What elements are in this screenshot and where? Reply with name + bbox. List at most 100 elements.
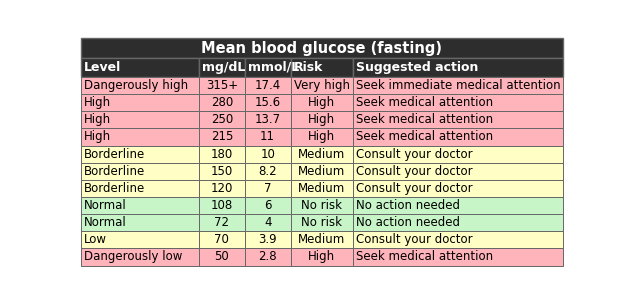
Bar [199,214,245,231]
Text: Consult your doctor: Consult your doctor [356,165,473,178]
Bar [353,180,563,197]
Text: Medium: Medium [298,182,345,195]
Bar [199,231,245,248]
Bar [245,180,291,197]
Text: 315+: 315+ [206,79,238,92]
Bar [291,58,353,77]
Text: Dangerously low: Dangerously low [84,250,182,263]
Text: Normal: Normal [84,216,127,229]
Bar [291,77,353,94]
Bar [291,248,353,265]
Bar [353,248,563,265]
Text: 70: 70 [214,233,229,246]
Text: Seek medical attention: Seek medical attention [356,250,493,263]
Text: 215: 215 [210,130,233,144]
Bar [245,248,291,265]
Bar [81,248,199,265]
Bar [199,128,245,145]
Text: High: High [308,250,335,263]
Text: No action needed: No action needed [356,216,460,229]
Bar [199,145,245,163]
Text: mmol/L: mmol/L [247,61,299,74]
Text: 180: 180 [211,147,233,161]
Bar [353,197,563,214]
Text: Medium: Medium [298,233,345,246]
Bar [81,197,199,214]
Text: Low: Low [84,233,107,246]
Text: High: High [308,113,335,126]
Bar [291,231,353,248]
Text: 17.4: 17.4 [254,79,281,92]
Bar [353,145,563,163]
Text: 120: 120 [210,182,233,195]
Bar [245,145,291,163]
Text: 8.2: 8.2 [258,165,277,178]
Text: Seek medical attention: Seek medical attention [356,113,493,126]
Text: Mean blood glucose (fasting): Mean blood glucose (fasting) [202,41,442,56]
Bar [81,145,199,163]
Bar [81,111,199,128]
Bar [291,145,353,163]
Text: 150: 150 [211,165,233,178]
Bar [245,94,291,111]
Bar [81,39,563,58]
Bar [245,77,291,94]
Text: Seek medical attention: Seek medical attention [356,130,493,144]
Text: 72: 72 [214,216,229,229]
Bar [291,163,353,180]
Text: High: High [84,96,111,109]
Bar [199,180,245,197]
Text: Borderline: Borderline [84,182,145,195]
Bar [199,248,245,265]
Text: No action needed: No action needed [356,199,460,212]
Text: High: High [84,130,111,144]
Bar [81,231,199,248]
Text: 11: 11 [260,130,275,144]
Bar [81,77,199,94]
Bar [353,58,563,77]
Bar [245,197,291,214]
Bar [353,111,563,128]
Text: 3.9: 3.9 [258,233,277,246]
Text: High: High [308,96,335,109]
Bar [353,77,563,94]
Bar [199,94,245,111]
Text: Risk: Risk [293,61,323,74]
Text: 280: 280 [211,96,233,109]
Text: 4: 4 [264,216,271,229]
Text: Very high: Very high [294,79,350,92]
Bar [353,128,563,145]
Bar [81,128,199,145]
Text: High: High [308,130,335,144]
Bar [245,214,291,231]
Text: Seek medical attention: Seek medical attention [356,96,493,109]
Bar [291,214,353,231]
Bar [199,163,245,180]
Bar [353,214,563,231]
Bar [353,94,563,111]
Bar [199,77,245,94]
Bar [81,94,199,111]
Text: No risk: No risk [301,199,342,212]
Text: 13.7: 13.7 [254,113,281,126]
Bar [81,163,199,180]
Bar [81,180,199,197]
Text: No risk: No risk [301,216,342,229]
Bar [245,111,291,128]
Bar [199,197,245,214]
Text: Normal: Normal [84,199,127,212]
Bar [291,94,353,111]
Text: Consult your doctor: Consult your doctor [356,147,473,161]
Text: High: High [84,113,111,126]
Text: 108: 108 [211,199,233,212]
Text: 50: 50 [215,250,229,263]
Text: 7: 7 [264,182,271,195]
Text: Dangerously high: Dangerously high [84,79,188,92]
Bar [291,128,353,145]
Text: 15.6: 15.6 [254,96,281,109]
Bar [245,163,291,180]
Bar [353,163,563,180]
Bar [245,128,291,145]
Bar [353,231,563,248]
Bar [291,197,353,214]
